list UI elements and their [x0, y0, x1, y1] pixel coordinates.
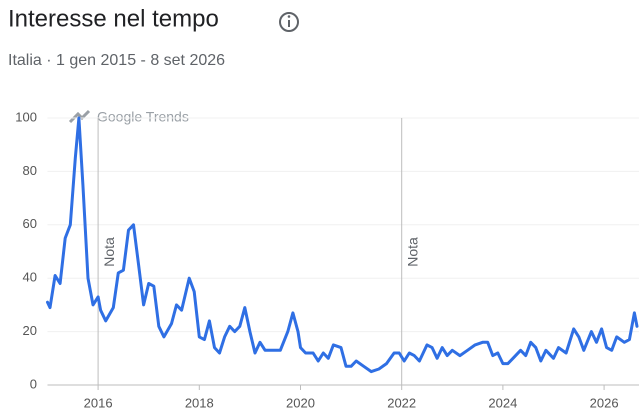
x-tick-label: 2026 [590, 395, 619, 410]
y-tick-label: 40 [23, 270, 37, 285]
annotation-label: Nota [101, 237, 117, 267]
x-tick-label: 2020 [286, 395, 315, 410]
x-tick-label: 2022 [387, 395, 416, 410]
x-tick-label: 2024 [488, 395, 517, 410]
watermark: Google Trends [97, 109, 189, 125]
y-tick-label: 20 [23, 323, 37, 338]
y-tick-label: 100 [15, 109, 37, 124]
y-tick-label: 0 [30, 376, 37, 391]
info-icon[interactable] [279, 12, 299, 32]
annotation-label: Nota [404, 237, 420, 267]
trend-line [46, 116, 639, 374]
chart-title: Interesse nel tempo [8, 5, 219, 32]
y-tick-label: 60 [23, 216, 37, 231]
y-tick-label: 80 [23, 163, 37, 178]
x-tick-label: 2016 [84, 395, 113, 410]
x-tick-label: 2018 [185, 395, 214, 410]
subtitle: Italia · 1 gen 2015 - 8 set 2026 [8, 52, 225, 69]
